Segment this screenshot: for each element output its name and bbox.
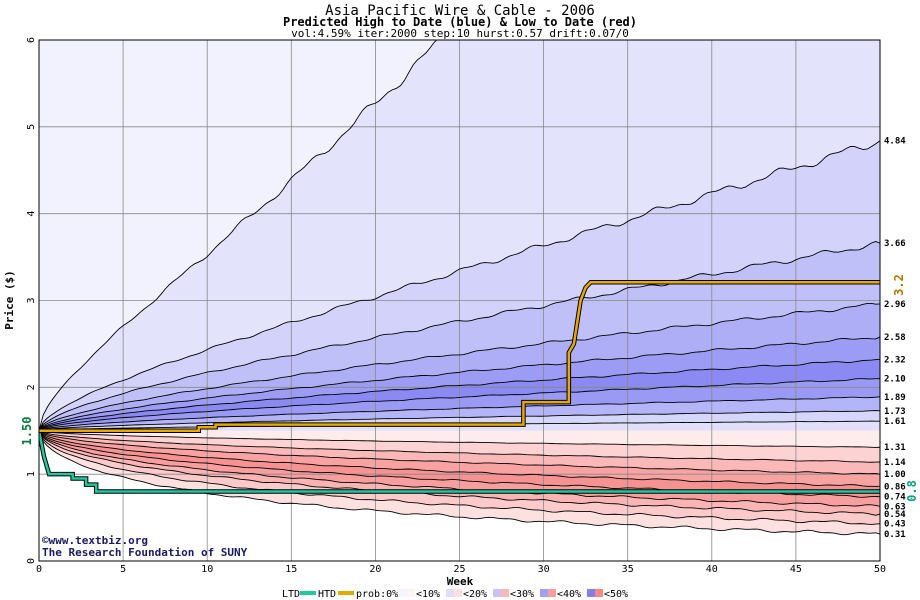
quantile-curve-17 [39,430,880,525]
quantile-curve-11 [39,430,880,463]
x-tick-label: 25 [453,564,465,575]
quantile-curve-5 [39,359,880,432]
legend-ltd-swatch [300,591,316,595]
x-tick-label: 45 [790,564,802,575]
quantile-curve-7 [39,396,880,432]
quantile-end-label: 3.66 [884,239,906,249]
upper-band-0 [39,40,880,431]
x-tick-label: 5 [120,564,126,575]
x-axis-ticks: 0 5 10 15 20 25 30 35 40 45 50 [36,564,886,575]
quantile-curve-3 [39,302,880,432]
legend-item-label: <20% [463,589,487,600]
x-tick-label: 15 [285,564,297,575]
quantile-end-label: 1.14 [884,458,906,468]
legend-swatch-red [501,589,509,597]
chart-params: vol:4.59% iter:2000 step:10 hurst:0.57 d… [291,27,629,40]
lower-band-6 [39,430,880,487]
plot-frame [38,39,881,562]
quantile-end-label: 0.74 [884,493,906,503]
quantile-end-label: 2.32 [884,356,906,366]
y-tick-label: 1 [26,471,37,477]
y-tick-label: 2 [26,384,37,390]
htd-series-line [39,281,880,432]
quantile-end-label: 1.61 [884,417,906,427]
lower-band-7 [39,430,880,475]
quantile-end-label: 4.84 [884,137,906,147]
quantile-curve-0 [39,40,438,431]
quantile-curve-4 [39,336,880,432]
legend-item-label: <50% [604,589,628,600]
quantile-curve-6 [39,378,880,432]
x-tick-label: 0 [36,564,42,575]
ltd-end-label: 0.8 [905,480,919,502]
quantile-curve-18 [39,430,880,536]
chart-title: Asia Pacific Wire & Cable - 2006 [325,3,595,19]
legend: LTD HTD prob:0% <10% <20% <30% <40% <50% [282,589,628,600]
x-tick-label: 50 [874,564,886,575]
y-tick-label: 6 [26,37,37,43]
quantile-curve-12 [39,430,880,475]
y-tick-label: 0 [26,558,37,564]
x-tick-label: 20 [369,564,381,575]
y-tick-label: 3 [26,297,37,303]
y-axis-ticks: 0 1 2 3 4 5 6 [26,37,37,564]
legend-swatch-red [454,589,462,597]
legend-prob-prefix: prob:0% [356,589,398,600]
start-price-label: 1.50 [20,417,34,446]
x-tick-label: 10 [201,564,213,575]
htd-end-label: 3.2 [892,274,906,296]
quantile-end-label: 0.86 [884,482,906,492]
legend-swatch-blue [399,589,407,597]
y-tick-label: 4 [26,211,37,217]
x-tick-label: 40 [706,564,718,575]
quantile-end-label: 0.54 [884,510,906,520]
credit-website: ©www.textbiz.org [42,534,148,547]
x-axis-label: Week [447,575,474,588]
chart-subtitle: Predicted High to Date (blue) & Low to D… [283,15,637,29]
quantile-curve-8 [39,410,880,432]
legend-swatch-red [595,589,603,597]
legend-item-label: <40% [557,589,581,600]
quantile-end-label: 2.96 [884,300,906,310]
right-quantile-labels: 4.84 3.66 2.96 2.58 2.32 2.10 1.89 1.731.61 1.31… [884,137,906,540]
legend-swatch-blue [446,589,454,597]
quantile-end-label: 0.63 [884,502,906,512]
y-tick-label: 5 [26,124,37,130]
quantile-end-label: 1.89 [884,393,906,403]
quantile-curve-10 [39,430,880,448]
legend-swatch-red [548,589,556,597]
quantile-end-label: 1.00 [884,470,906,480]
quantile-end-label: 1.73 [884,407,906,417]
lower-band-5 [39,430,880,498]
lower-band-0 [39,430,880,561]
ltd-series-line [39,430,880,493]
x-tick-label: 35 [622,564,634,575]
quantile-curve-1 [39,140,880,431]
legend-item-label: <30% [510,589,534,600]
quantile-end-label: 1.31 [884,443,906,453]
legend-htd-swatch [338,591,354,595]
legend-ltd-label: LTD [282,589,300,600]
legend-swatch-red [407,589,415,597]
legend-swatch-blue [540,589,548,597]
legend-htd-label: HTD [318,589,336,600]
credit-organization: The Research Foundation of SUNY [42,546,248,559]
quantile-curve-16 [39,430,880,516]
legend-swatch-blue [493,589,501,597]
legend-item-label: <10% [416,589,440,600]
quantile-end-label: 2.58 [884,333,906,343]
legend-swatch-blue [587,589,595,597]
quantile-end-label: 2.10 [884,375,906,385]
x-tick-label: 30 [538,564,550,575]
quantile-curve-13 [39,430,880,487]
y-axis-label: Price ($) [3,270,16,330]
series-lines [39,280,880,494]
quantile-curve-2 [39,241,880,431]
quantile-end-label: 0.43 [884,520,906,530]
quantile-end-label: 0.31 [884,530,906,540]
